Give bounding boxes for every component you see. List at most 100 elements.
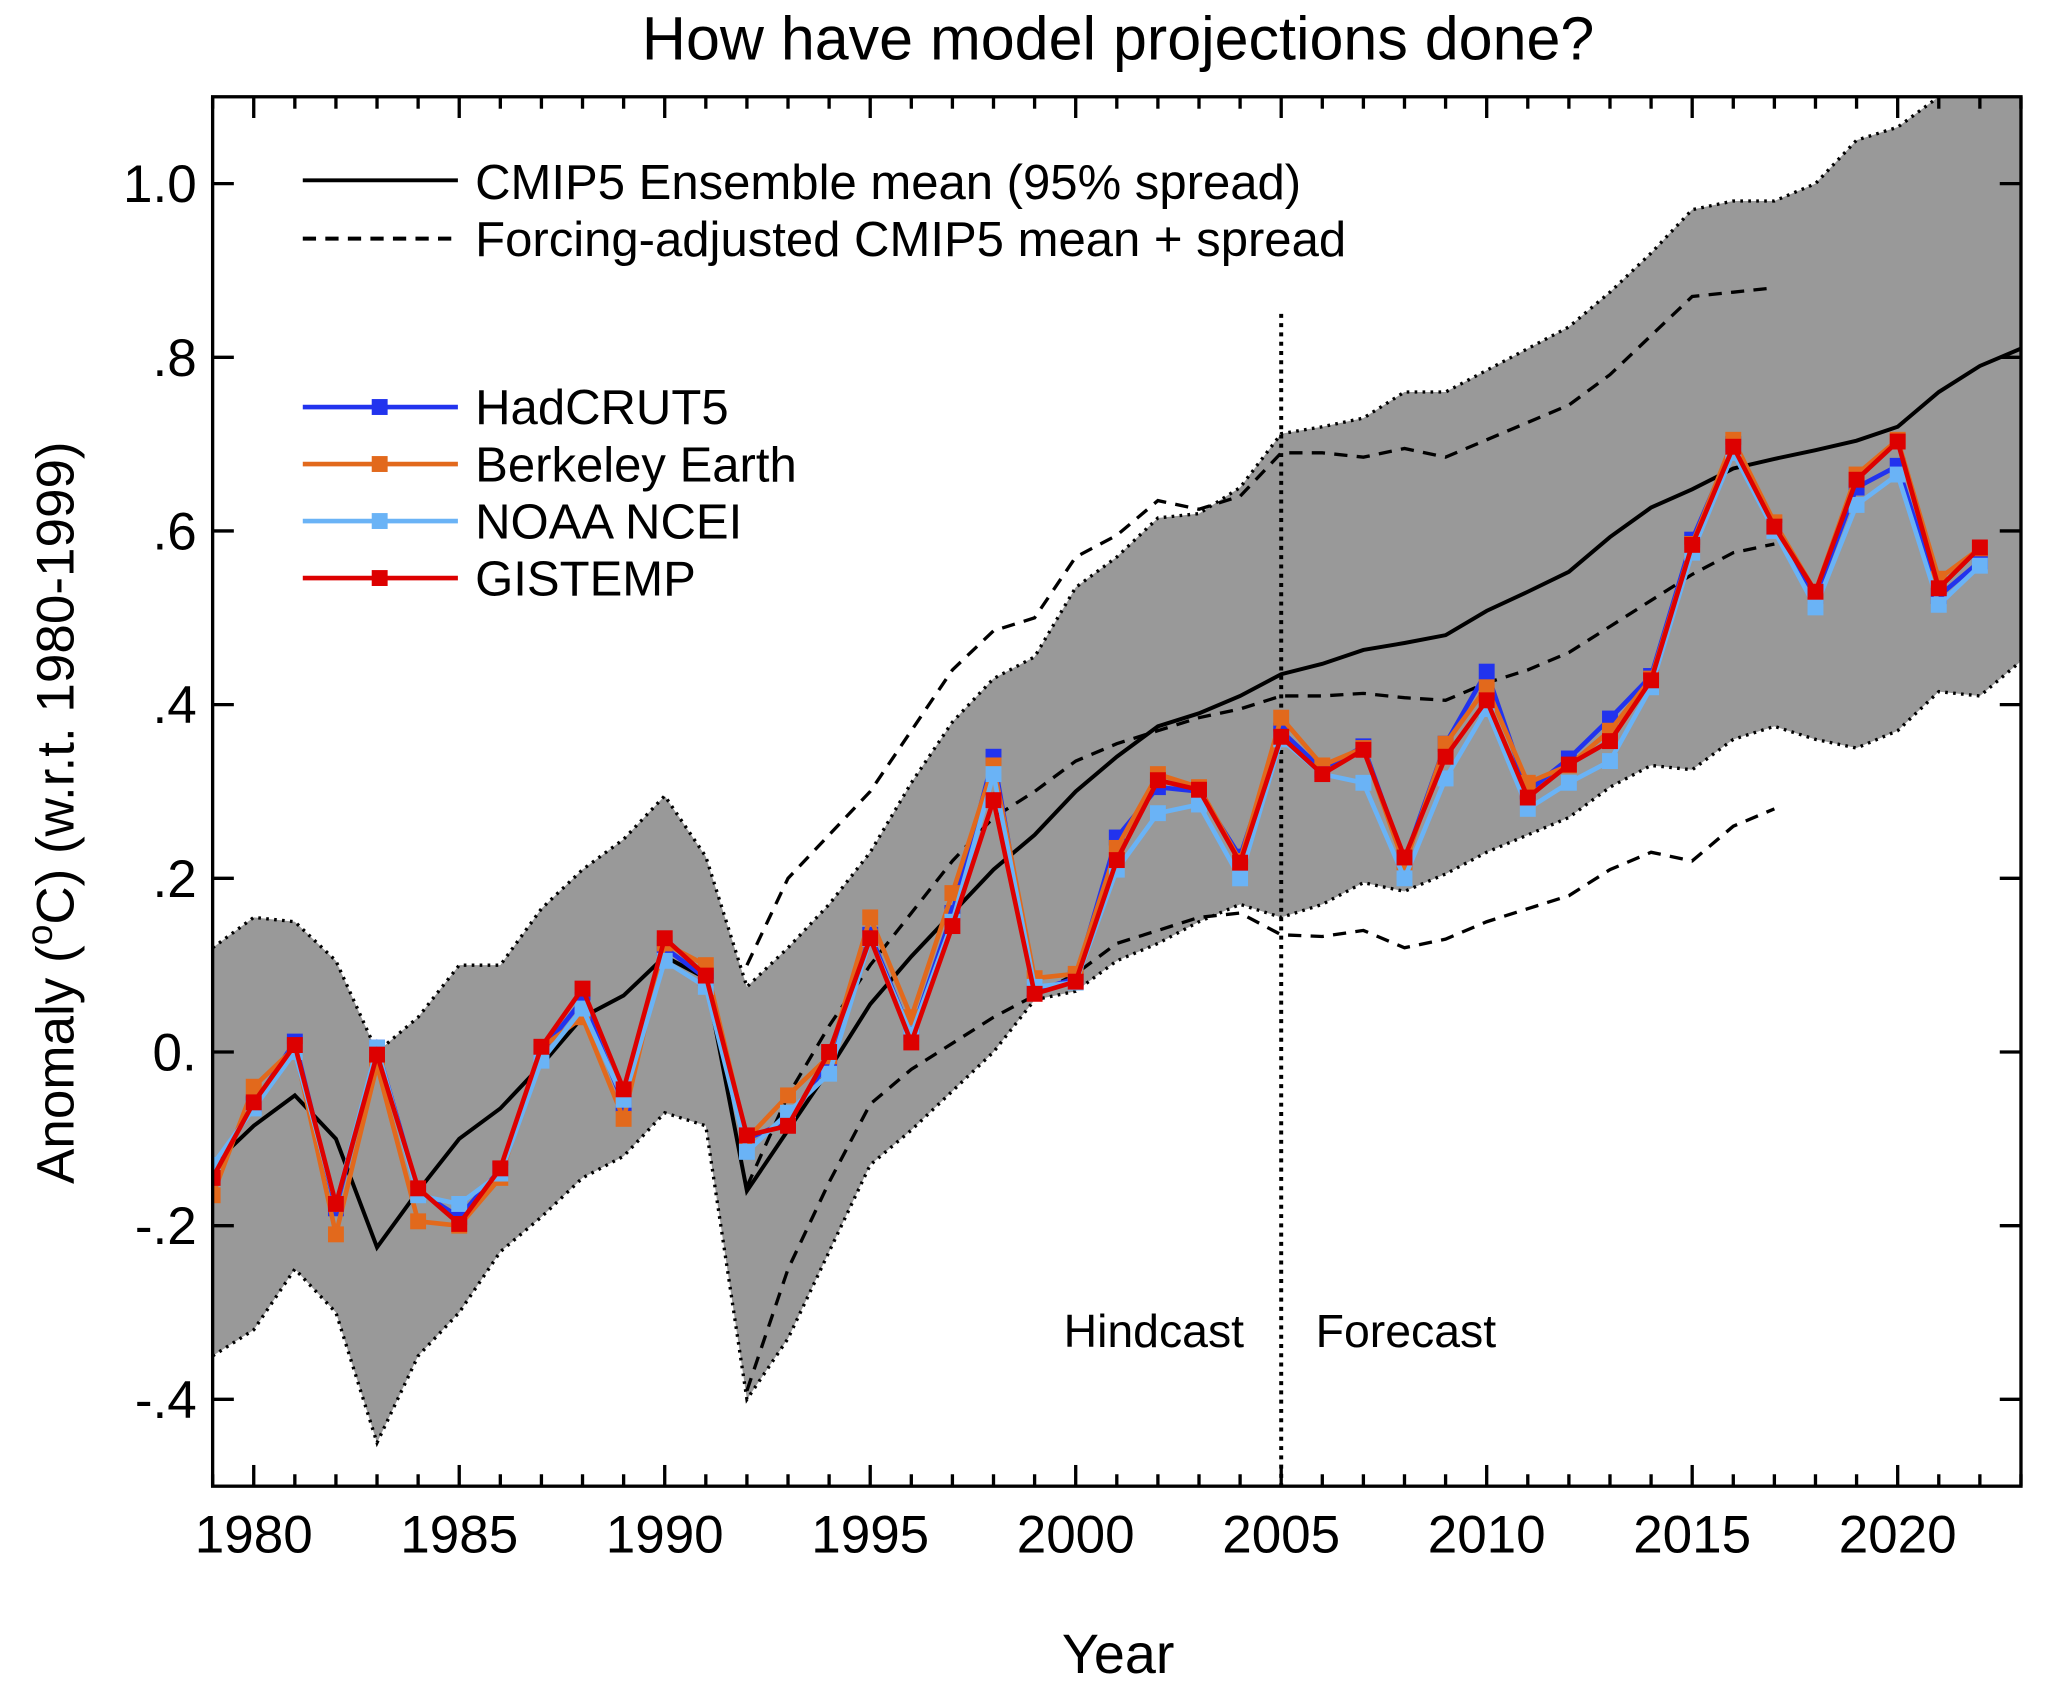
data-point — [1478, 692, 1495, 709]
y-tick-label: 0. — [153, 1024, 197, 1083]
data-point — [451, 1215, 468, 1232]
x-tick-label: 2020 — [1839, 1505, 1957, 1564]
data-point — [1273, 709, 1290, 726]
data-point — [1478, 663, 1495, 680]
data-point — [1067, 973, 1084, 990]
data-point — [574, 1000, 591, 1017]
data-point — [1930, 596, 1947, 613]
data-point — [492, 1160, 509, 1177]
hindcast-label: Hindcast — [1064, 1305, 1245, 1357]
legend-label: GISTEMP — [475, 552, 696, 606]
data-point — [1149, 772, 1166, 789]
forcing-adjusted-upper — [745, 286, 1775, 966]
model-spread-lower — [212, 659, 2021, 1448]
data-point — [327, 1226, 344, 1243]
data-point — [1766, 518, 1783, 535]
series-line — [212, 437, 1982, 1228]
forecast-label: Forecast — [1316, 1305, 1497, 1357]
data-point — [656, 930, 673, 947]
data-point — [944, 885, 961, 902]
data-point — [1519, 789, 1536, 806]
data-point — [1108, 852, 1125, 869]
data-point — [212, 1187, 221, 1204]
data-point — [1560, 756, 1577, 773]
data-point — [1396, 849, 1413, 866]
data-point — [780, 1117, 796, 1134]
legend-swatch-marker — [371, 456, 388, 472]
x-tick-label: 2010 — [1428, 1505, 1546, 1564]
data-point — [1602, 733, 1618, 750]
data-point — [1684, 536, 1701, 553]
data-point — [212, 1156, 221, 1173]
data-point — [615, 1110, 632, 1127]
chart-title: How have model projections done? — [642, 5, 1594, 73]
data-point — [944, 918, 961, 935]
data-point — [697, 967, 714, 984]
data-point — [1355, 774, 1372, 791]
data-point — [1191, 781, 1207, 798]
legend-label: Berkeley Earth — [475, 438, 797, 492]
data-point — [1232, 870, 1249, 887]
data-point — [1273, 728, 1290, 745]
data-point — [533, 1038, 550, 1055]
y-tick-label: .6 — [153, 503, 197, 562]
data-point — [1478, 679, 1495, 696]
data-point — [1232, 854, 1249, 871]
x-tick-label: 1985 — [400, 1505, 518, 1564]
data-point — [903, 1034, 920, 1051]
y-tick-label: .8 — [153, 329, 197, 388]
data-point — [245, 1094, 262, 1111]
x-tick-label: 2005 — [1222, 1505, 1340, 1564]
legend: CMIP5 Ensemble mean (95% spread) Forcing… — [302, 156, 1346, 606]
x-tick-label: 1995 — [811, 1505, 929, 1564]
y-tick-label: .4 — [153, 676, 197, 735]
x-tick-label: 1980 — [195, 1505, 313, 1564]
y-tick-label: 1.0 — [123, 155, 197, 214]
data-point — [1643, 672, 1660, 689]
data-point — [1848, 496, 1865, 513]
legend-swatch-marker — [371, 570, 388, 586]
model-spread-upper — [212, 96, 1942, 1055]
data-point — [738, 1127, 755, 1144]
legend-label: NOAA NCEI — [475, 495, 742, 549]
data-point — [1848, 471, 1865, 488]
x-axis-label: Year — [1062, 1623, 1175, 1685]
data-point — [862, 930, 879, 947]
data-point — [985, 766, 1002, 783]
data-point — [410, 1213, 427, 1230]
y-tick-label: -.4 — [135, 1371, 197, 1430]
data-point — [1149, 805, 1166, 822]
data-point — [327, 1196, 344, 1212]
legend-swatch-marker — [371, 399, 388, 415]
x-tick-label: 2015 — [1633, 1505, 1751, 1564]
series-gistemp — [212, 433, 1988, 1232]
plot-area: 1980 1985 1990 1995 2000 2005 2010 2015 2020 1.0.… — [123, 95, 2023, 1564]
data-point — [1971, 557, 1988, 574]
data-point — [821, 1044, 838, 1060]
data-point — [1026, 985, 1043, 1002]
data-point — [1725, 438, 1742, 455]
data-point — [1807, 583, 1824, 600]
data-point — [780, 1087, 796, 1104]
data-point — [369, 1046, 385, 1063]
model-spread-band — [212, 96, 2021, 1443]
data-point — [1930, 580, 1947, 597]
data-point — [862, 909, 879, 926]
data-point — [1807, 599, 1824, 616]
y-tick-label: -.2 — [135, 1197, 197, 1256]
data-point — [1314, 766, 1331, 783]
data-point — [738, 1143, 755, 1160]
data-point — [451, 1196, 468, 1212]
data-point — [985, 792, 1002, 809]
data-point — [1889, 433, 1906, 450]
data-point — [1602, 753, 1618, 770]
data-point — [1437, 748, 1454, 765]
data-point — [1355, 741, 1372, 758]
plot-content — [212, 96, 2021, 1487]
legend-swatch-marker — [371, 513, 388, 529]
legend-label: HadCRUT5 — [475, 381, 728, 435]
data-point — [1971, 539, 1988, 556]
legend-label-model: CMIP5 Ensemble mean (95% spread) — [475, 156, 1301, 210]
data-point — [1889, 466, 1906, 483]
